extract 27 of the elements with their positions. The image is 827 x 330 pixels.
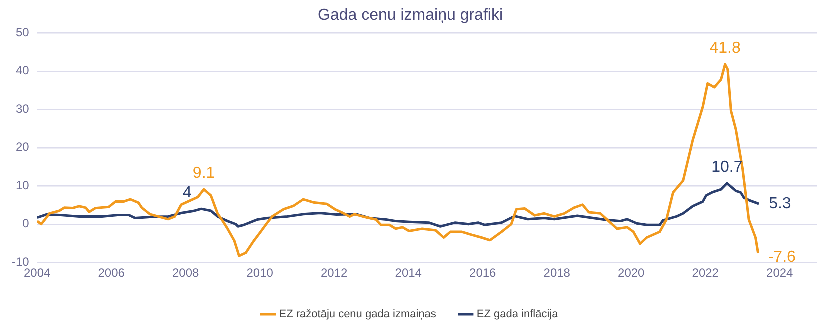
x-tick-label: 2012 bbox=[321, 266, 348, 280]
legend-label: EZ ražotāju cenu gada izmaiņas bbox=[279, 308, 437, 321]
x-tick-label: 2024 bbox=[766, 266, 794, 280]
x-tick-label: 2022 bbox=[692, 266, 720, 280]
legend-label: EZ gada inflācija bbox=[476, 308, 560, 321]
x-tick-label: 2006 bbox=[98, 266, 126, 280]
data-label: -7.6 bbox=[768, 248, 796, 266]
x-tick-label: 2008 bbox=[172, 266, 200, 280]
y-tick-label: -10 bbox=[12, 254, 30, 269]
data-label: 10.7 bbox=[712, 158, 743, 176]
data-label: 9.1 bbox=[192, 164, 216, 182]
data-label: 5.3 bbox=[769, 196, 792, 213]
x-tick-label: 2016 bbox=[470, 266, 497, 280]
chart-title: Gada cenu izmaiņu grafiki bbox=[318, 7, 503, 24]
y-tick-label: 30 bbox=[16, 102, 30, 116]
y-tick-label: 40 bbox=[16, 64, 30, 78]
y-tick-label: 50 bbox=[16, 26, 30, 40]
x-tick-label: 2020 bbox=[618, 266, 646, 280]
x-tick-label: 2004 bbox=[24, 266, 52, 280]
y-tick-label: 10 bbox=[16, 178, 30, 192]
x-tick-label: 2014 bbox=[395, 266, 422, 280]
y-tick-label: 20 bbox=[16, 140, 30, 154]
data-label: 41.8 bbox=[710, 40, 741, 57]
x-tick-label: 2018 bbox=[544, 266, 571, 280]
data-label: 4 bbox=[182, 184, 192, 202]
x-tick-label: 2010 bbox=[246, 266, 274, 280]
y-tick-label: 0 bbox=[22, 216, 30, 231]
